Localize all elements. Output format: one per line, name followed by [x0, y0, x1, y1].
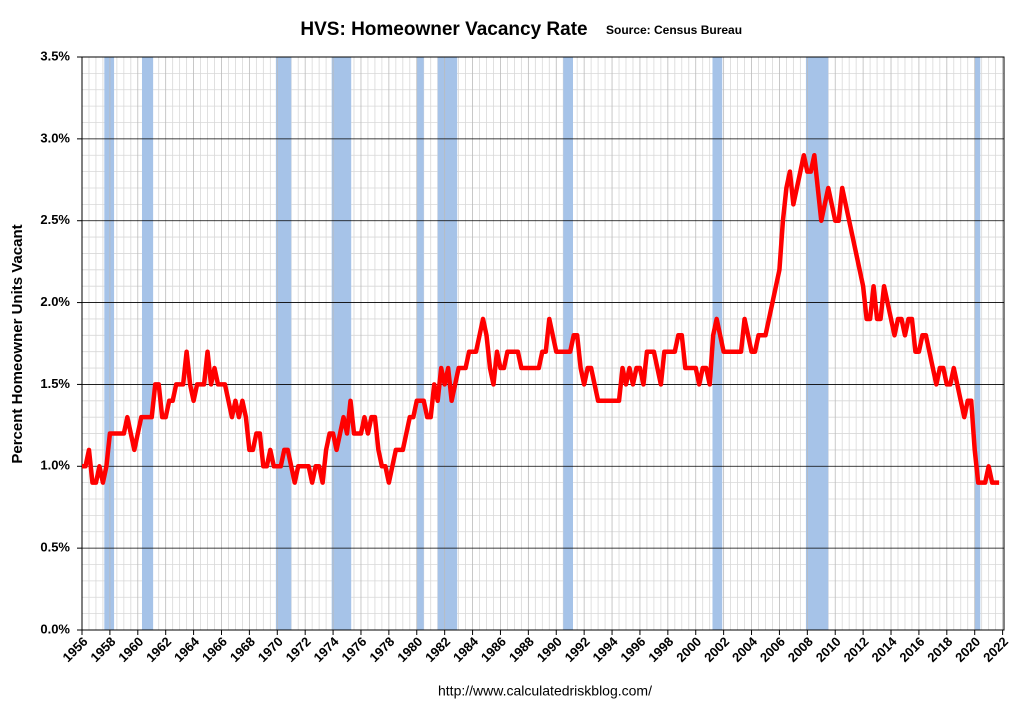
- x-tick-label: 2004: [729, 633, 761, 665]
- recession-band: [141, 57, 154, 630]
- x-tick-label: 2008: [785, 634, 816, 665]
- x-tick-label: 1956: [59, 634, 90, 665]
- plot-frame: [81, 56, 1005, 631]
- x-tick-label: 2000: [673, 634, 704, 665]
- x-tick-label: 1986: [478, 634, 509, 665]
- y-tick-label: 1.5%: [40, 376, 70, 391]
- x-tick-label: 2010: [813, 634, 844, 665]
- x-tick-label: 1996: [617, 634, 648, 665]
- x-tick-label: 2022: [980, 634, 1011, 665]
- x-tick-label: 1966: [199, 634, 230, 665]
- recession-band: [974, 57, 981, 630]
- recession-band: [805, 57, 829, 630]
- x-tick-label: 1990: [534, 634, 565, 665]
- x-tick-label: 1962: [143, 634, 174, 665]
- x-tick-label: 2020: [952, 634, 983, 665]
- x-tick-label: 1964: [171, 633, 203, 665]
- y-axis-label: Percent Homeowner Units Vacant: [9, 224, 26, 463]
- x-tick-label: 1982: [422, 634, 453, 665]
- y-tick-label: 0.5%: [40, 540, 70, 555]
- chart-title: HVS: Homeowner Vacancy Rate: [300, 19, 587, 40]
- y-tick-label: 2.5%: [40, 212, 70, 227]
- x-tick-label: 1972: [283, 634, 314, 665]
- x-tick-label: 1988: [506, 634, 537, 665]
- recession-band: [563, 57, 573, 630]
- x-tick-label: 1994: [590, 633, 622, 665]
- x-tick-label: 1970: [255, 634, 286, 665]
- x-tick-label: 1980: [394, 634, 425, 665]
- x-tick-label: 1976: [338, 634, 369, 665]
- chart-subtitle: Source: Census Bureau: [606, 23, 742, 37]
- y-tick-label: 0.0%: [40, 621, 70, 636]
- x-tick-label: 1968: [227, 634, 258, 665]
- y-tick-label: 3.0%: [40, 130, 70, 145]
- x-tick-label: 2002: [701, 634, 732, 665]
- x-tick-label: 1992: [562, 634, 593, 665]
- y-tick-label: 1.0%: [40, 458, 70, 473]
- x-tick-label: 2014: [869, 633, 901, 665]
- data-line: [82, 152, 1000, 485]
- recession-band: [416, 57, 424, 630]
- recession-band: [437, 57, 458, 630]
- y-tick-label: 3.5%: [40, 48, 70, 63]
- recession-band: [712, 57, 723, 630]
- recession-band: [275, 57, 292, 630]
- x-tick-label: 1978: [366, 634, 397, 665]
- x-tick-label: 1998: [645, 634, 676, 665]
- x-tick-label: 1974: [311, 633, 343, 665]
- x-tick-label: 1960: [115, 634, 146, 665]
- x-tick-label: 1984: [450, 633, 482, 665]
- footer: http://www.calculatedriskblog.com/: [438, 683, 652, 699]
- y-tick-label: 2.0%: [40, 294, 70, 309]
- x-tick-label: 2018: [924, 634, 955, 665]
- x-tick-label: 1958: [87, 634, 118, 665]
- x-tick-label: 2006: [757, 634, 788, 665]
- recession-band: [331, 57, 352, 630]
- x-tick-label: 2016: [896, 634, 927, 665]
- x-tick-label: 2012: [841, 634, 872, 665]
- recession-band: [104, 57, 115, 630]
